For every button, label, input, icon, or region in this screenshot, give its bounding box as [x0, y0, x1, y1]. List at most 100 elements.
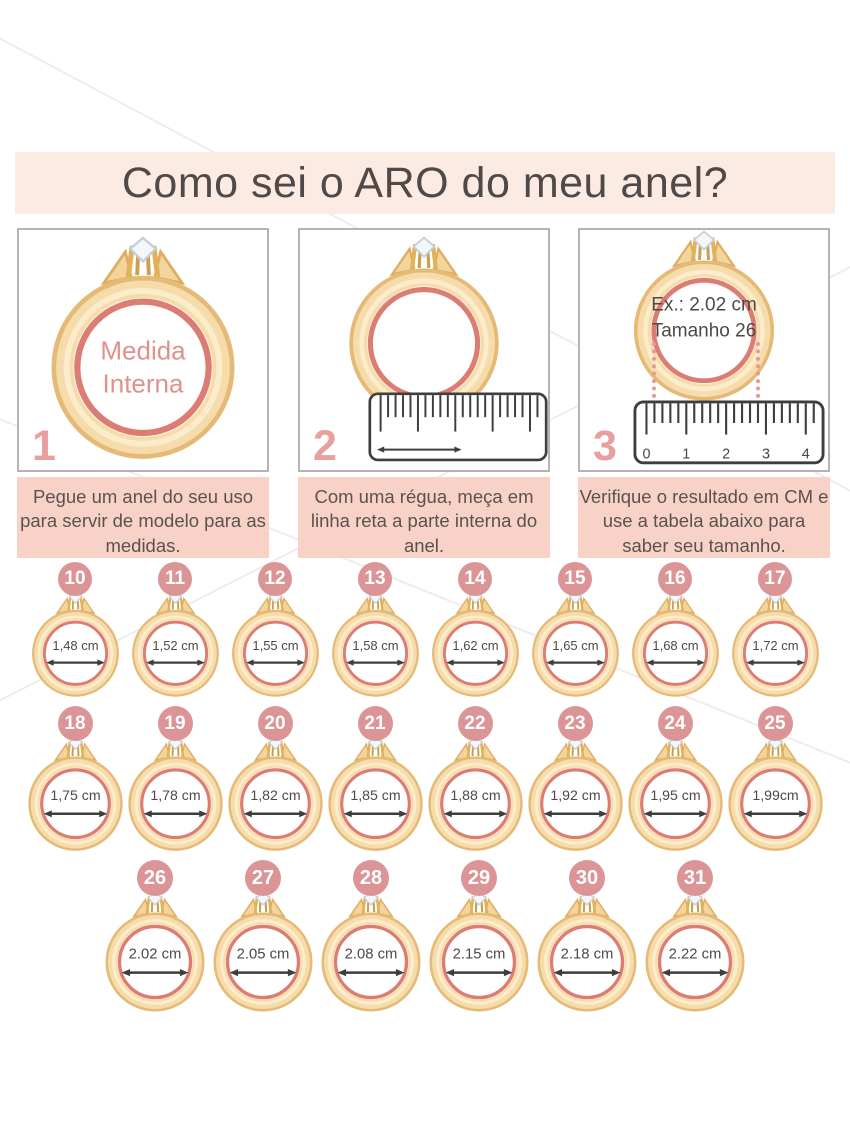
diameter-label: 1,48 cm	[52, 638, 98, 653]
diameter-arrow-icon	[643, 810, 707, 818]
diameter-label: 1,55 cm	[252, 638, 298, 653]
ring-front-view	[45, 236, 241, 459]
ring-illustration: 1,75 cm	[27, 736, 123, 851]
step-2-caption: Com uma régua, meça em linha reta a part…	[298, 477, 550, 558]
diameter-label: 2.18 cm	[561, 946, 614, 962]
diameter-arrow-icon	[343, 810, 407, 818]
diameter-arrow-icon	[543, 810, 607, 818]
diameter-label: 2.15 cm	[453, 946, 506, 962]
diameter-arrow-icon	[229, 969, 297, 977]
diameter-arrow-icon	[545, 659, 605, 666]
ring-setting	[554, 591, 596, 615]
size-badge: 23	[557, 706, 593, 742]
size-badge: 13	[358, 562, 392, 596]
size-cell-18: 18 1,75 cm	[25, 706, 125, 851]
diameter-label: 1,85 cm	[350, 787, 400, 803]
ring-illustration: 1,55 cm	[231, 591, 319, 697]
diameter-arrow-icon	[337, 969, 405, 977]
size-cell-17: 17 1,72 cm	[725, 562, 825, 697]
size-cell-30: 30 2.18 cm	[533, 860, 641, 1012]
diameter-arrow-icon	[743, 810, 807, 818]
ring-inner-measure-label: Medida Interna	[100, 335, 185, 400]
size-cell-12: 12 1,55 cm	[225, 562, 325, 697]
size-cell-22: 22 1,88 cm	[425, 706, 525, 851]
svg-text:1: 1	[682, 446, 690, 462]
diameter-arrow-icon	[145, 659, 205, 666]
diameter-label: 2.08 cm	[345, 946, 398, 962]
diameter-arrow-icon	[645, 659, 705, 666]
diameter-arrow-icon	[443, 810, 507, 818]
diameter-label: 2.05 cm	[237, 946, 290, 962]
ring-inner-label-line1: Medida	[100, 335, 186, 366]
ring-illustration: 2.15 cm	[429, 891, 529, 1012]
size-cell-31: 31 2.22 cm	[641, 860, 749, 1012]
size-badge: 17	[758, 562, 792, 596]
diameter-arrow-icon	[245, 659, 305, 666]
ruler-icon: 0 1 2 3 4	[633, 400, 825, 465]
ring-illustration: 1,82 cm	[227, 736, 323, 851]
ring-setting	[154, 591, 196, 615]
ring-setting	[753, 736, 797, 762]
ruler-with-numbers-icon: 0 1 2 3 4	[633, 400, 825, 465]
ring-illustration: 1,99cm	[727, 736, 823, 851]
size-badge: 24	[657, 706, 693, 742]
ring-illustration: 1,85 cm	[327, 736, 423, 851]
ring-illustration: 1,65 cm	[531, 591, 619, 697]
ring-setting	[564, 891, 610, 918]
ring-illustration	[349, 236, 499, 418]
measure-arrow-icon	[377, 446, 462, 453]
diameter-label: 1,78 cm	[150, 787, 200, 803]
diameter-arrow-icon	[345, 659, 405, 666]
size-cell-13: 13 1,58 cm	[325, 562, 425, 697]
diameter-label: 1,92 cm	[550, 787, 600, 803]
size-cell-23: 23 1,92 cm	[525, 706, 625, 851]
diameter-label: 1,88 cm	[450, 787, 500, 803]
ring-front-view	[344, 236, 504, 418]
size-badge: 20	[257, 706, 293, 742]
diameter-arrow-icon	[445, 659, 505, 666]
size-cell-16: 16 1,68 cm	[625, 562, 725, 697]
diameter-arrow-icon	[43, 810, 107, 818]
ring-illustration: 1,95 cm	[627, 736, 723, 851]
ring-illustration: 1,78 cm	[127, 736, 223, 851]
size-chart: 10 1,48 cm 11	[0, 562, 850, 1012]
step-2: 2 Com uma régua, meça em linha reta a pa…	[298, 228, 550, 558]
step-number: 2	[313, 422, 337, 470]
size-cell-25: 25 1,99cm	[725, 706, 825, 851]
ring-illustration: 2.02 cm	[105, 891, 205, 1012]
ring-example-line1: Ex.: 2.02 cm	[651, 294, 757, 316]
diameter-label: 1,82 cm	[250, 787, 300, 803]
size-badge: 31	[677, 860, 713, 897]
size-badge: 10	[58, 562, 92, 596]
size-cell-21: 21 1,85 cm	[325, 706, 425, 851]
ring-setting	[453, 736, 497, 762]
diameter-label: 1,95 cm	[650, 787, 700, 803]
ring-illustration	[633, 230, 775, 401]
svg-text:2: 2	[722, 446, 730, 462]
diameter-label: 1,72 cm	[752, 638, 798, 653]
size-badge: 14	[458, 562, 492, 596]
size-cell-19: 19 1,78 cm	[125, 706, 225, 851]
size-badge: 19	[157, 706, 193, 742]
diameter-label: 1,58 cm	[352, 638, 398, 653]
diamond-icon	[128, 236, 158, 264]
size-badge: 28	[353, 860, 389, 897]
diameter-label: 2.22 cm	[669, 946, 722, 962]
diameter-arrow-icon	[661, 969, 729, 977]
diameter-label: 1,52 cm	[152, 638, 198, 653]
size-badge: 29	[461, 860, 497, 897]
diameter-label: 1,62 cm	[452, 638, 498, 653]
step-1: Medida Interna 1 Pegue um anel do seu us…	[17, 228, 269, 558]
step-3-illustration-box: Ex.: 2.02 cm Tamanho 26 0 1 2 3 4 3	[578, 228, 830, 472]
ring-illustration: 2.18 cm	[537, 891, 637, 1012]
diameter-arrow-icon	[553, 969, 621, 977]
ring-inner-label-line2: Interna	[102, 368, 184, 398]
ring-setting	[354, 591, 396, 615]
dotted-guide-line	[652, 342, 656, 398]
step-3: Ex.: 2.02 cm Tamanho 26 0 1 2 3 4 3 Verifiqu…	[578, 228, 830, 558]
diameter-arrow-icon	[745, 659, 805, 666]
diameter-label: 1,75 cm	[50, 787, 100, 803]
svg-text:3: 3	[762, 446, 770, 462]
size-cell-20: 20 1,82 cm	[225, 706, 325, 851]
svg-text:0: 0	[642, 446, 650, 462]
